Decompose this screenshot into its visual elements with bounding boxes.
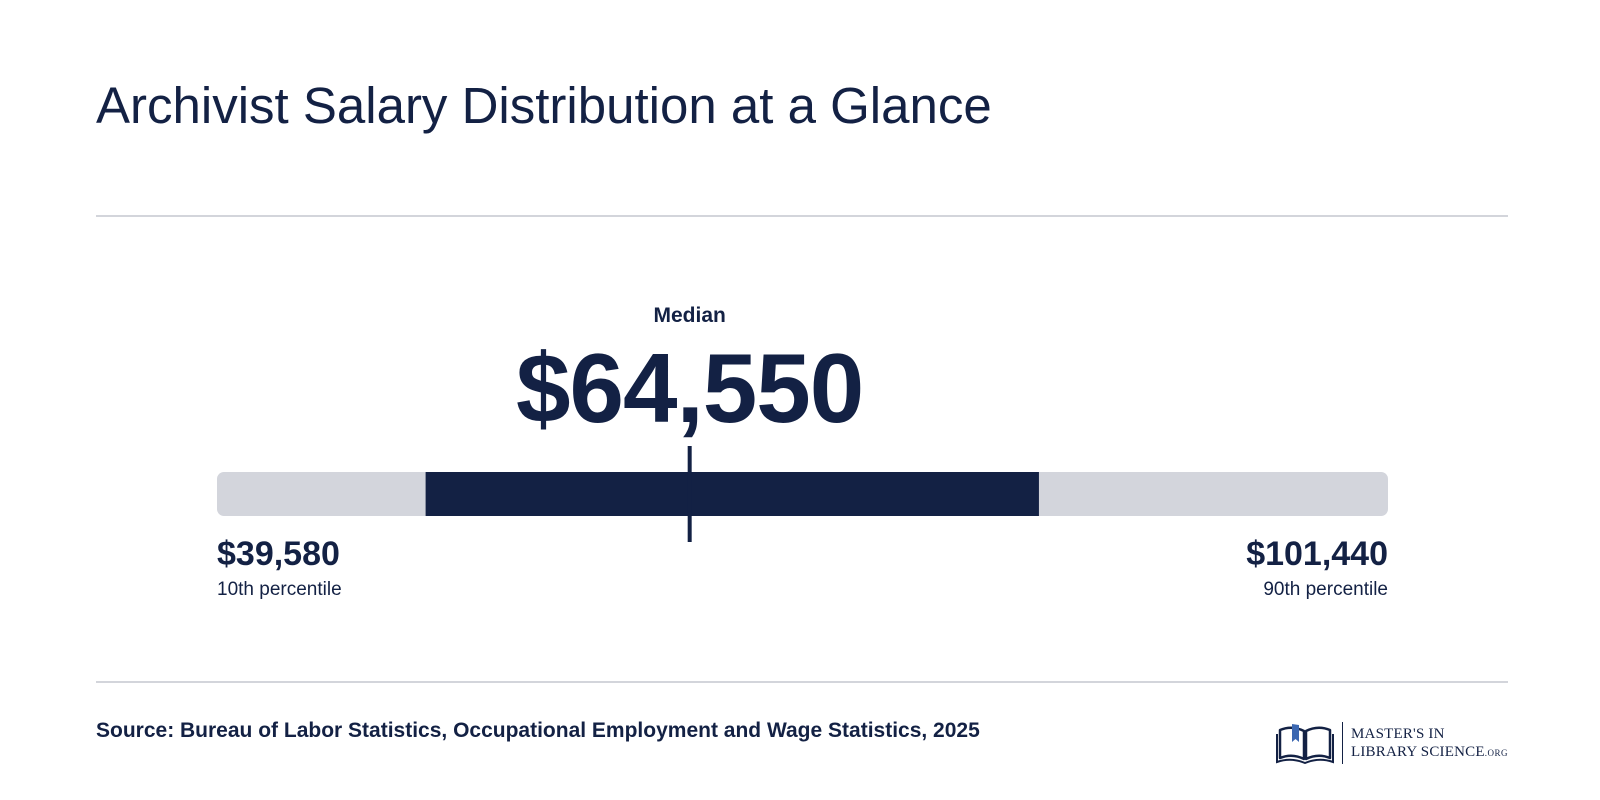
logo-wordmark: MASTER'S IN LIBRARY SCIENCE.ORG xyxy=(1351,725,1508,762)
median-value: $64,550 xyxy=(516,333,864,443)
interquartile-bar xyxy=(425,472,1039,516)
chart-title: Archivist Salary Distribution at a Glanc… xyxy=(96,77,992,134)
logo-line-2-text: LIBRARY SCIENCE xyxy=(1351,743,1485,760)
low-percentile-label: 10th percentile xyxy=(217,579,342,600)
open-book-icon xyxy=(1276,724,1334,764)
logo-line-1: MASTER'S IN xyxy=(1351,725,1445,742)
top-divider xyxy=(96,215,1508,217)
high-percentile-label: 90th percentile xyxy=(1263,579,1388,600)
high-percentile-value: $101,440 xyxy=(1246,535,1388,573)
low-percentile-stat: $39,580 10th percentile xyxy=(217,534,342,602)
median-label: Median xyxy=(653,304,726,327)
logo-suffix: .ORG xyxy=(1484,747,1508,758)
logo-line-2: LIBRARY SCIENCE.ORG xyxy=(1351,743,1508,762)
site-logo: MASTER'S IN LIBRARY SCIENCE.ORG xyxy=(1276,720,1508,766)
high-percentile-stat: $101,440 90th percentile xyxy=(1246,534,1388,602)
logo-divider xyxy=(1342,722,1343,764)
bottom-divider xyxy=(96,681,1508,683)
source-note: Source: Bureau of Labor Statistics, Occu… xyxy=(96,719,980,742)
low-percentile-value: $39,580 xyxy=(217,535,340,573)
